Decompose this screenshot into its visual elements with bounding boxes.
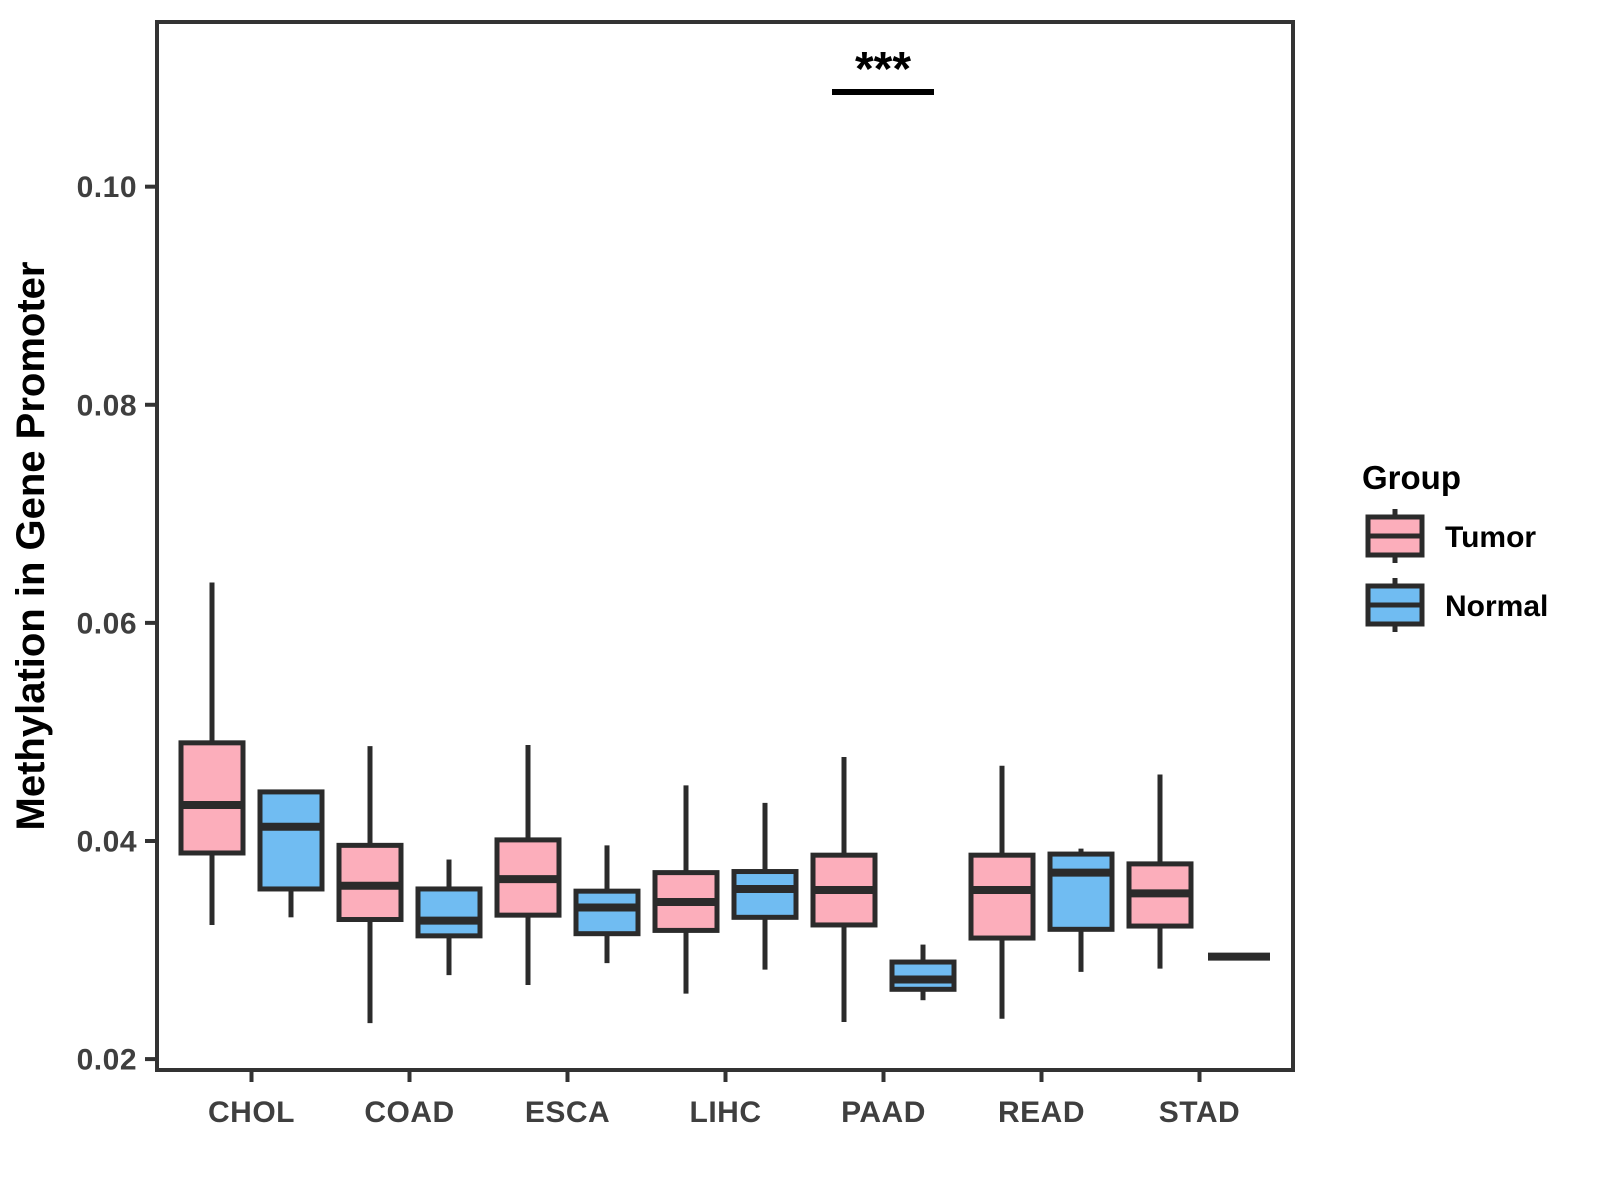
iqr-box bbox=[257, 789, 325, 892]
box-paad-normal bbox=[889, 944, 957, 1001]
legend: Group Tumor Normal bbox=[1362, 459, 1548, 632]
box-paad-tumor bbox=[810, 757, 878, 1023]
iqr-box bbox=[731, 869, 799, 920]
legend-items: Tumor Normal bbox=[1365, 509, 1548, 632]
box-lihc-normal bbox=[731, 802, 799, 970]
x-tick-label-chol: CHOL bbox=[208, 1096, 295, 1129]
x-axis: CHOL COAD ESCA LIHC PAAD READ STAD bbox=[208, 1070, 1240, 1129]
legend-label-normal: Normal bbox=[1445, 590, 1548, 623]
box-lihc-tumor bbox=[652, 785, 720, 994]
significance-stars: *** bbox=[855, 43, 911, 96]
y-tick-label: 0.08 bbox=[77, 389, 137, 422]
x-tick-label-lihc: LIHC bbox=[690, 1096, 762, 1129]
legend-item-tumor: Tumor bbox=[1365, 509, 1536, 563]
x-tick-label-paad: PAAD bbox=[841, 1096, 926, 1129]
y-tick-label: 0.10 bbox=[77, 171, 137, 204]
x-tick-label-esca: ESCA bbox=[525, 1096, 610, 1129]
y-tick-label: 0.04 bbox=[77, 825, 137, 858]
y-tick-label: 0.06 bbox=[77, 607, 137, 640]
significance-annotation: *** bbox=[832, 43, 934, 96]
x-tick-label-stad: STAD bbox=[1159, 1096, 1240, 1129]
plot-panel bbox=[155, 20, 1295, 1072]
box-coad-tumor bbox=[336, 746, 404, 1024]
legend-item-normal: Normal bbox=[1365, 578, 1548, 632]
y-axis: 0.02 0.04 0.06 0.08 0.10 bbox=[77, 171, 157, 1077]
iqr-box bbox=[1047, 851, 1115, 932]
box-stad-tumor bbox=[1126, 774, 1194, 969]
box-chol-tumor bbox=[178, 582, 246, 925]
boxplot-series-layer bbox=[178, 582, 1270, 1024]
x-tick-label-read: READ bbox=[998, 1096, 1085, 1129]
y-tick-label: 0.02 bbox=[77, 1044, 137, 1077]
iqr-box bbox=[968, 852, 1036, 941]
box-chol-normal bbox=[257, 789, 325, 918]
box-coad-normal bbox=[415, 859, 483, 976]
iqr-box bbox=[178, 740, 246, 856]
y-axis-title: Methylation in Gene Promoter bbox=[9, 262, 53, 831]
legend-label-tumor: Tumor bbox=[1445, 521, 1536, 554]
box-esca-tumor bbox=[494, 745, 562, 985]
iqr-box bbox=[415, 886, 483, 939]
box-read-tumor bbox=[968, 765, 1036, 1019]
x-tick-label-coad: COAD bbox=[364, 1096, 454, 1129]
iqr-box bbox=[573, 888, 641, 937]
box-esca-normal bbox=[573, 845, 641, 964]
legend-title: Group bbox=[1362, 459, 1461, 496]
box-read-normal bbox=[1047, 848, 1115, 972]
